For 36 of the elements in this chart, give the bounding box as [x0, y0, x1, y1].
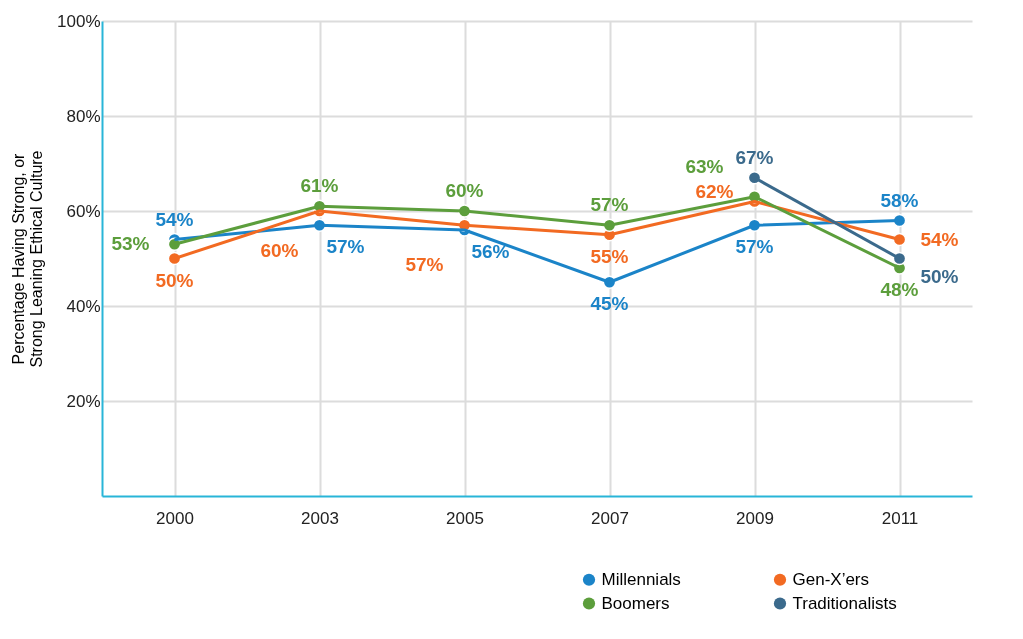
data-label: 58%	[880, 189, 919, 211]
legend-label: Boomers	[601, 593, 670, 613]
x-tick-label: 2003	[301, 508, 339, 528]
data-label: 55%	[590, 245, 629, 267]
data-label: 54%	[155, 208, 194, 230]
x-tick-label: 2009	[736, 508, 774, 528]
data-label: 63%	[685, 155, 724, 177]
x-tick-label: 2000	[156, 508, 194, 528]
data-label: 56%	[471, 241, 510, 262]
y-axis-title: Percentage Having Strong, or Strong Leaning Ethical Culture	[10, 150, 46, 368]
data-label: 50%	[920, 265, 959, 287]
data-label: 53%	[111, 233, 150, 255]
y-tick-label: 100%	[57, 11, 101, 31]
data-label: 54%	[920, 228, 959, 250]
data-label: 61%	[300, 175, 339, 197]
y-tick-label: 80%	[66, 106, 101, 126]
data-label: 60%	[260, 240, 299, 261]
data-label: 57%	[590, 194, 629, 216]
data-label: 57%	[326, 236, 365, 258]
data-label: 57%	[735, 236, 774, 258]
data-label: 62%	[695, 180, 734, 202]
y-tick-label: 60%	[66, 201, 101, 221]
legend-label: Traditionalists	[792, 593, 897, 613]
data-label: 67%	[735, 146, 774, 168]
legend-label: Millennials	[601, 569, 681, 589]
y-tick-label: 20%	[66, 391, 101, 411]
data-label: 50%	[155, 269, 194, 291]
x-tick-label: 2007	[591, 508, 629, 528]
data-label: 48%	[880, 279, 919, 300]
y-tick-label: 40%	[66, 296, 101, 316]
legend-label: Gen-X’ers	[792, 569, 870, 589]
data-label: 57%	[405, 254, 444, 276]
x-tick-label: 2005	[446, 508, 484, 528]
data-label: 45%	[590, 293, 629, 315]
x-tick-label: 2011	[881, 508, 919, 528]
data-label: 60%	[445, 180, 484, 201]
